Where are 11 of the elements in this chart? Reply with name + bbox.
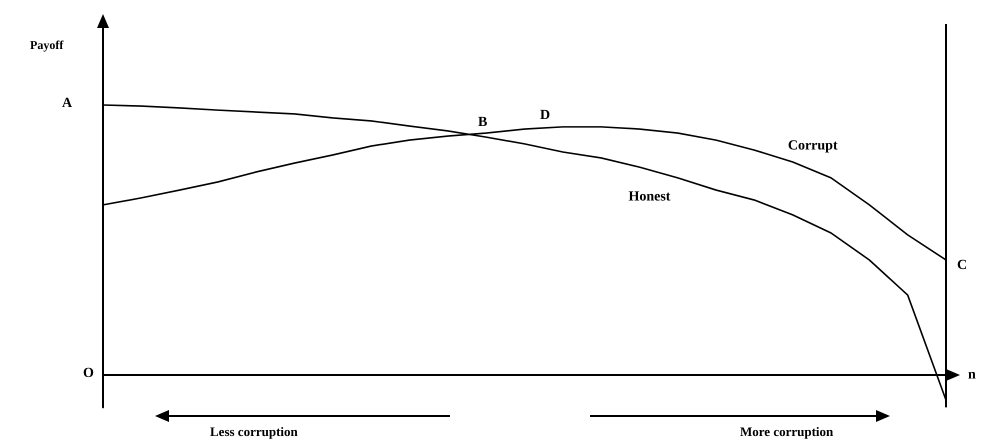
text: Payoff: [30, 38, 64, 53]
text: Less corruption: [210, 424, 298, 440]
text: A: [62, 96, 72, 112]
annotation: B: [478, 115, 488, 131]
text: More corruption: [740, 424, 834, 440]
x-axis-title: n: [968, 368, 976, 382]
text: C: [957, 258, 968, 274]
series-label: Honest: [628, 190, 671, 205]
series-label: Corrupt: [788, 138, 838, 154]
annotation: D: [540, 108, 550, 124]
text: O: [83, 366, 94, 382]
